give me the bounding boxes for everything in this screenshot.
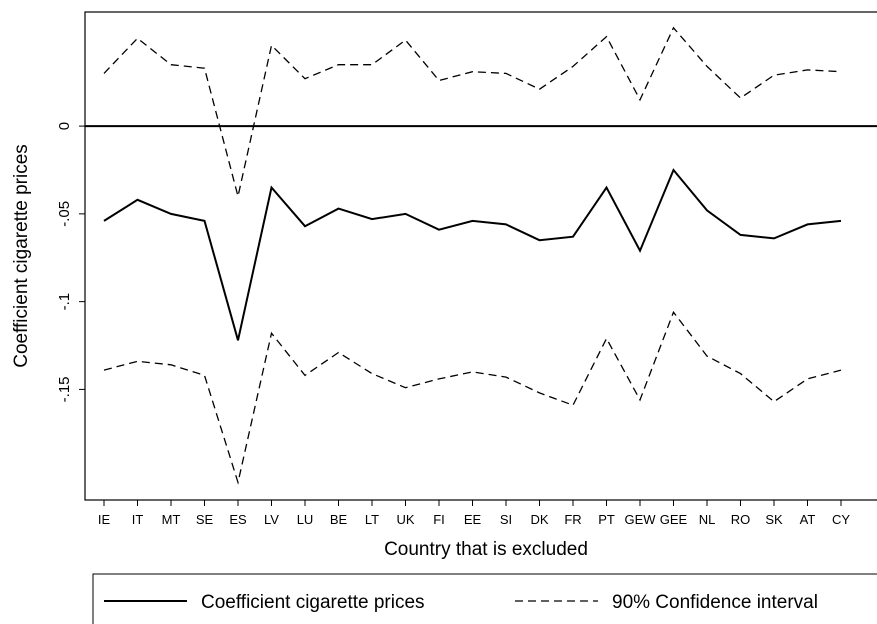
legend-box	[92, 573, 877, 624]
y-tick-label: -.15	[56, 376, 73, 402]
x-tick-label: AT	[800, 512, 816, 527]
x-tick-label: IT	[132, 512, 144, 527]
x-tick-label: FR	[564, 512, 581, 527]
x-tick-label: LU	[297, 512, 314, 527]
x-tick-label: SI	[500, 512, 512, 527]
y-axis-label: Coefficient cigarette prices	[11, 144, 32, 368]
x-tick-label: ES	[229, 512, 247, 527]
x-tick-label: SE	[196, 512, 214, 527]
x-tick-label: MT	[162, 512, 181, 527]
plot-frame	[84, 11, 877, 501]
legend: Coefficient cigarette prices 90% Confide…	[92, 573, 877, 624]
x-tick-label: CY	[832, 512, 850, 527]
series-line-ci-upper	[103, 26, 842, 197]
x-tick-label: NL	[699, 512, 716, 527]
series-line-coefficient	[103, 168, 842, 341]
x-tick-label: GEW	[624, 512, 656, 527]
x-tick-label: UK	[396, 512, 414, 527]
x-tick-label: IE	[98, 512, 111, 527]
x-tick-label: FI	[433, 512, 445, 527]
x-tick-label: LV	[264, 512, 279, 527]
x-tick-label: EE	[464, 512, 482, 527]
x-tick-label: DK	[530, 512, 548, 527]
y-tick-label: -.1	[56, 293, 73, 311]
x-axis-label: Country that is excluded	[384, 539, 588, 560]
x-tick-label: PT	[598, 512, 615, 527]
x-tick-label: GEE	[660, 512, 688, 527]
y-tick-label: 0	[56, 122, 73, 130]
legend-label-coefficient: Coefficient cigarette prices	[201, 592, 425, 613]
legend-label-confidence: 90% Confidence interval	[612, 592, 818, 613]
x-tick-label: RO	[731, 512, 751, 527]
x-tick-label: SK	[765, 512, 783, 527]
series-line-ci-lower	[103, 310, 842, 485]
plot-area: 0 -.05 -.1 -.15 IE IT MT SE ES LV LU BE LT UK FI EE SI DK…	[56, 11, 877, 527]
y-tick-label: -.05	[56, 201, 73, 227]
x-tick-label: LT	[365, 512, 379, 527]
x-tick-label: BE	[330, 512, 348, 527]
